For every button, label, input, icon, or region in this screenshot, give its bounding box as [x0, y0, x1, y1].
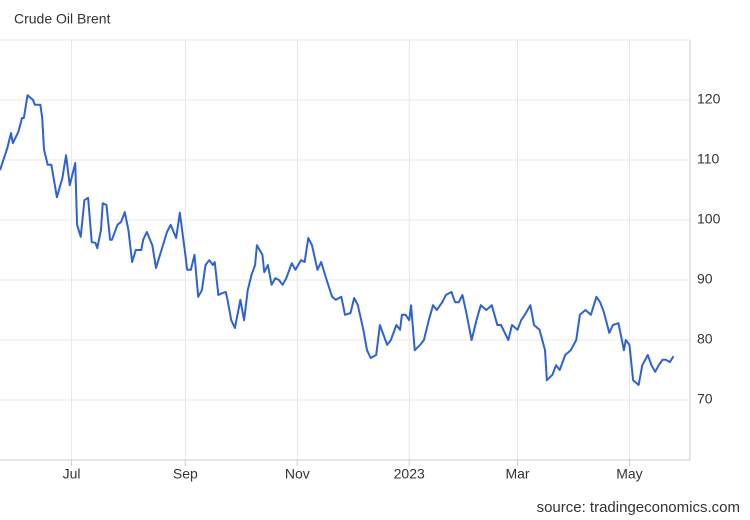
price-line: [0, 94, 675, 386]
x-tick-label: May: [616, 466, 642, 482]
x-tick-label: Jul: [63, 466, 81, 482]
y-tick-label: 90: [697, 271, 713, 287]
source: source: tradingeconomics.com: [537, 499, 740, 516]
x-tick-label: Nov: [285, 466, 310, 482]
chart-title: Crude Oil Brent: [14, 11, 111, 27]
x-tick-label: 2023: [394, 466, 425, 482]
y-tick-label: 80: [697, 331, 713, 347]
y-tick-label: 120: [697, 91, 721, 107]
y-tick-label: 70: [697, 391, 713, 407]
x-tick-label: Sep: [173, 466, 198, 482]
y-tick-label: 110: [697, 151, 720, 167]
x-tick-label: Mar: [505, 466, 529, 482]
y-tick-label: 100: [697, 211, 721, 227]
